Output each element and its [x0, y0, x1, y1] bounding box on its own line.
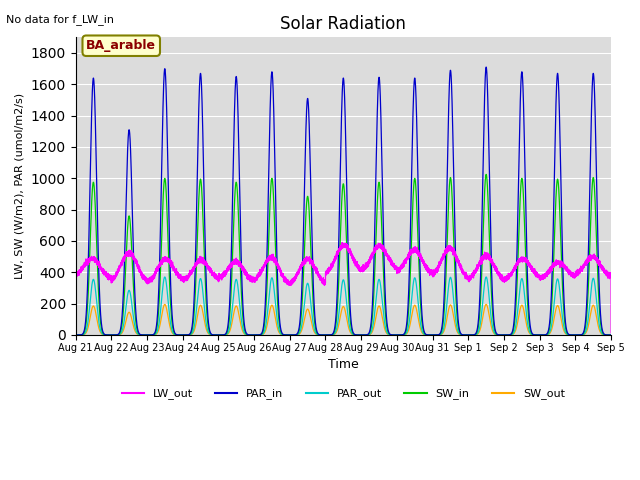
Text: No data for f_LW_in: No data for f_LW_in	[6, 14, 115, 25]
Line: LW_out: LW_out	[76, 242, 611, 333]
SW_in	[546, 325, 554, 331]
SW_out	[452, 324, 460, 330]
PAR_in	[72, 332, 79, 338]
SW_in	[483, 171, 490, 177]
LW_out	[546, 267, 554, 273]
Legend: LW_out, PAR_in, PAR_out, SW_in, SW_out: LW_out, PAR_in, PAR_out, SW_in, SW_out	[117, 384, 570, 404]
LW_out	[452, 253, 460, 259]
LW_out	[174, 275, 182, 280]
Line: PAR_in: PAR_in	[76, 67, 611, 335]
PAR_in	[174, 332, 182, 338]
PAR_out	[607, 332, 615, 338]
SW_out	[72, 332, 79, 338]
Text: BA_arable: BA_arable	[86, 39, 156, 52]
LW_out	[406, 250, 414, 256]
SW_out	[94, 323, 102, 328]
PAR_out	[484, 288, 492, 294]
LW_out	[72, 272, 79, 277]
PAR_in	[483, 64, 490, 70]
Line: PAR_out: PAR_out	[76, 277, 611, 335]
PAR_out	[452, 318, 460, 324]
SW_out	[484, 309, 492, 314]
PAR_out	[161, 274, 169, 280]
SW_out	[607, 332, 615, 338]
SW_in	[72, 332, 79, 338]
SW_in	[484, 210, 492, 216]
PAR_out	[72, 332, 79, 338]
PAR_out	[546, 330, 554, 336]
SW_out	[406, 321, 414, 326]
PAR_out	[94, 313, 102, 319]
Line: SW_in: SW_in	[76, 174, 611, 335]
SW_in	[607, 332, 615, 338]
SW_in	[174, 332, 182, 338]
PAR_in	[484, 128, 492, 134]
SW_out	[161, 301, 169, 307]
LW_out	[484, 254, 492, 260]
Y-axis label: LW, SW (W/m2), PAR (umol/m2/s): LW, SW (W/m2), PAR (umol/m2/s)	[15, 93, 25, 279]
SW_out	[174, 332, 182, 338]
SW_out	[546, 331, 554, 336]
X-axis label: Time: Time	[328, 358, 358, 371]
PAR_in	[406, 237, 414, 243]
SW_in	[406, 274, 414, 280]
LW_out	[339, 240, 346, 245]
PAR_out	[406, 311, 414, 316]
Title: Solar Radiation: Solar Radiation	[280, 15, 406, 33]
Line: SW_out: SW_out	[76, 304, 611, 335]
PAR_in	[607, 332, 615, 338]
LW_out	[94, 261, 102, 266]
PAR_in	[94, 246, 102, 252]
LW_out	[607, 330, 615, 336]
PAR_in	[452, 264, 460, 270]
SW_in	[452, 291, 460, 297]
PAR_out	[174, 332, 182, 338]
PAR_in	[546, 321, 554, 326]
SW_in	[94, 281, 102, 287]
